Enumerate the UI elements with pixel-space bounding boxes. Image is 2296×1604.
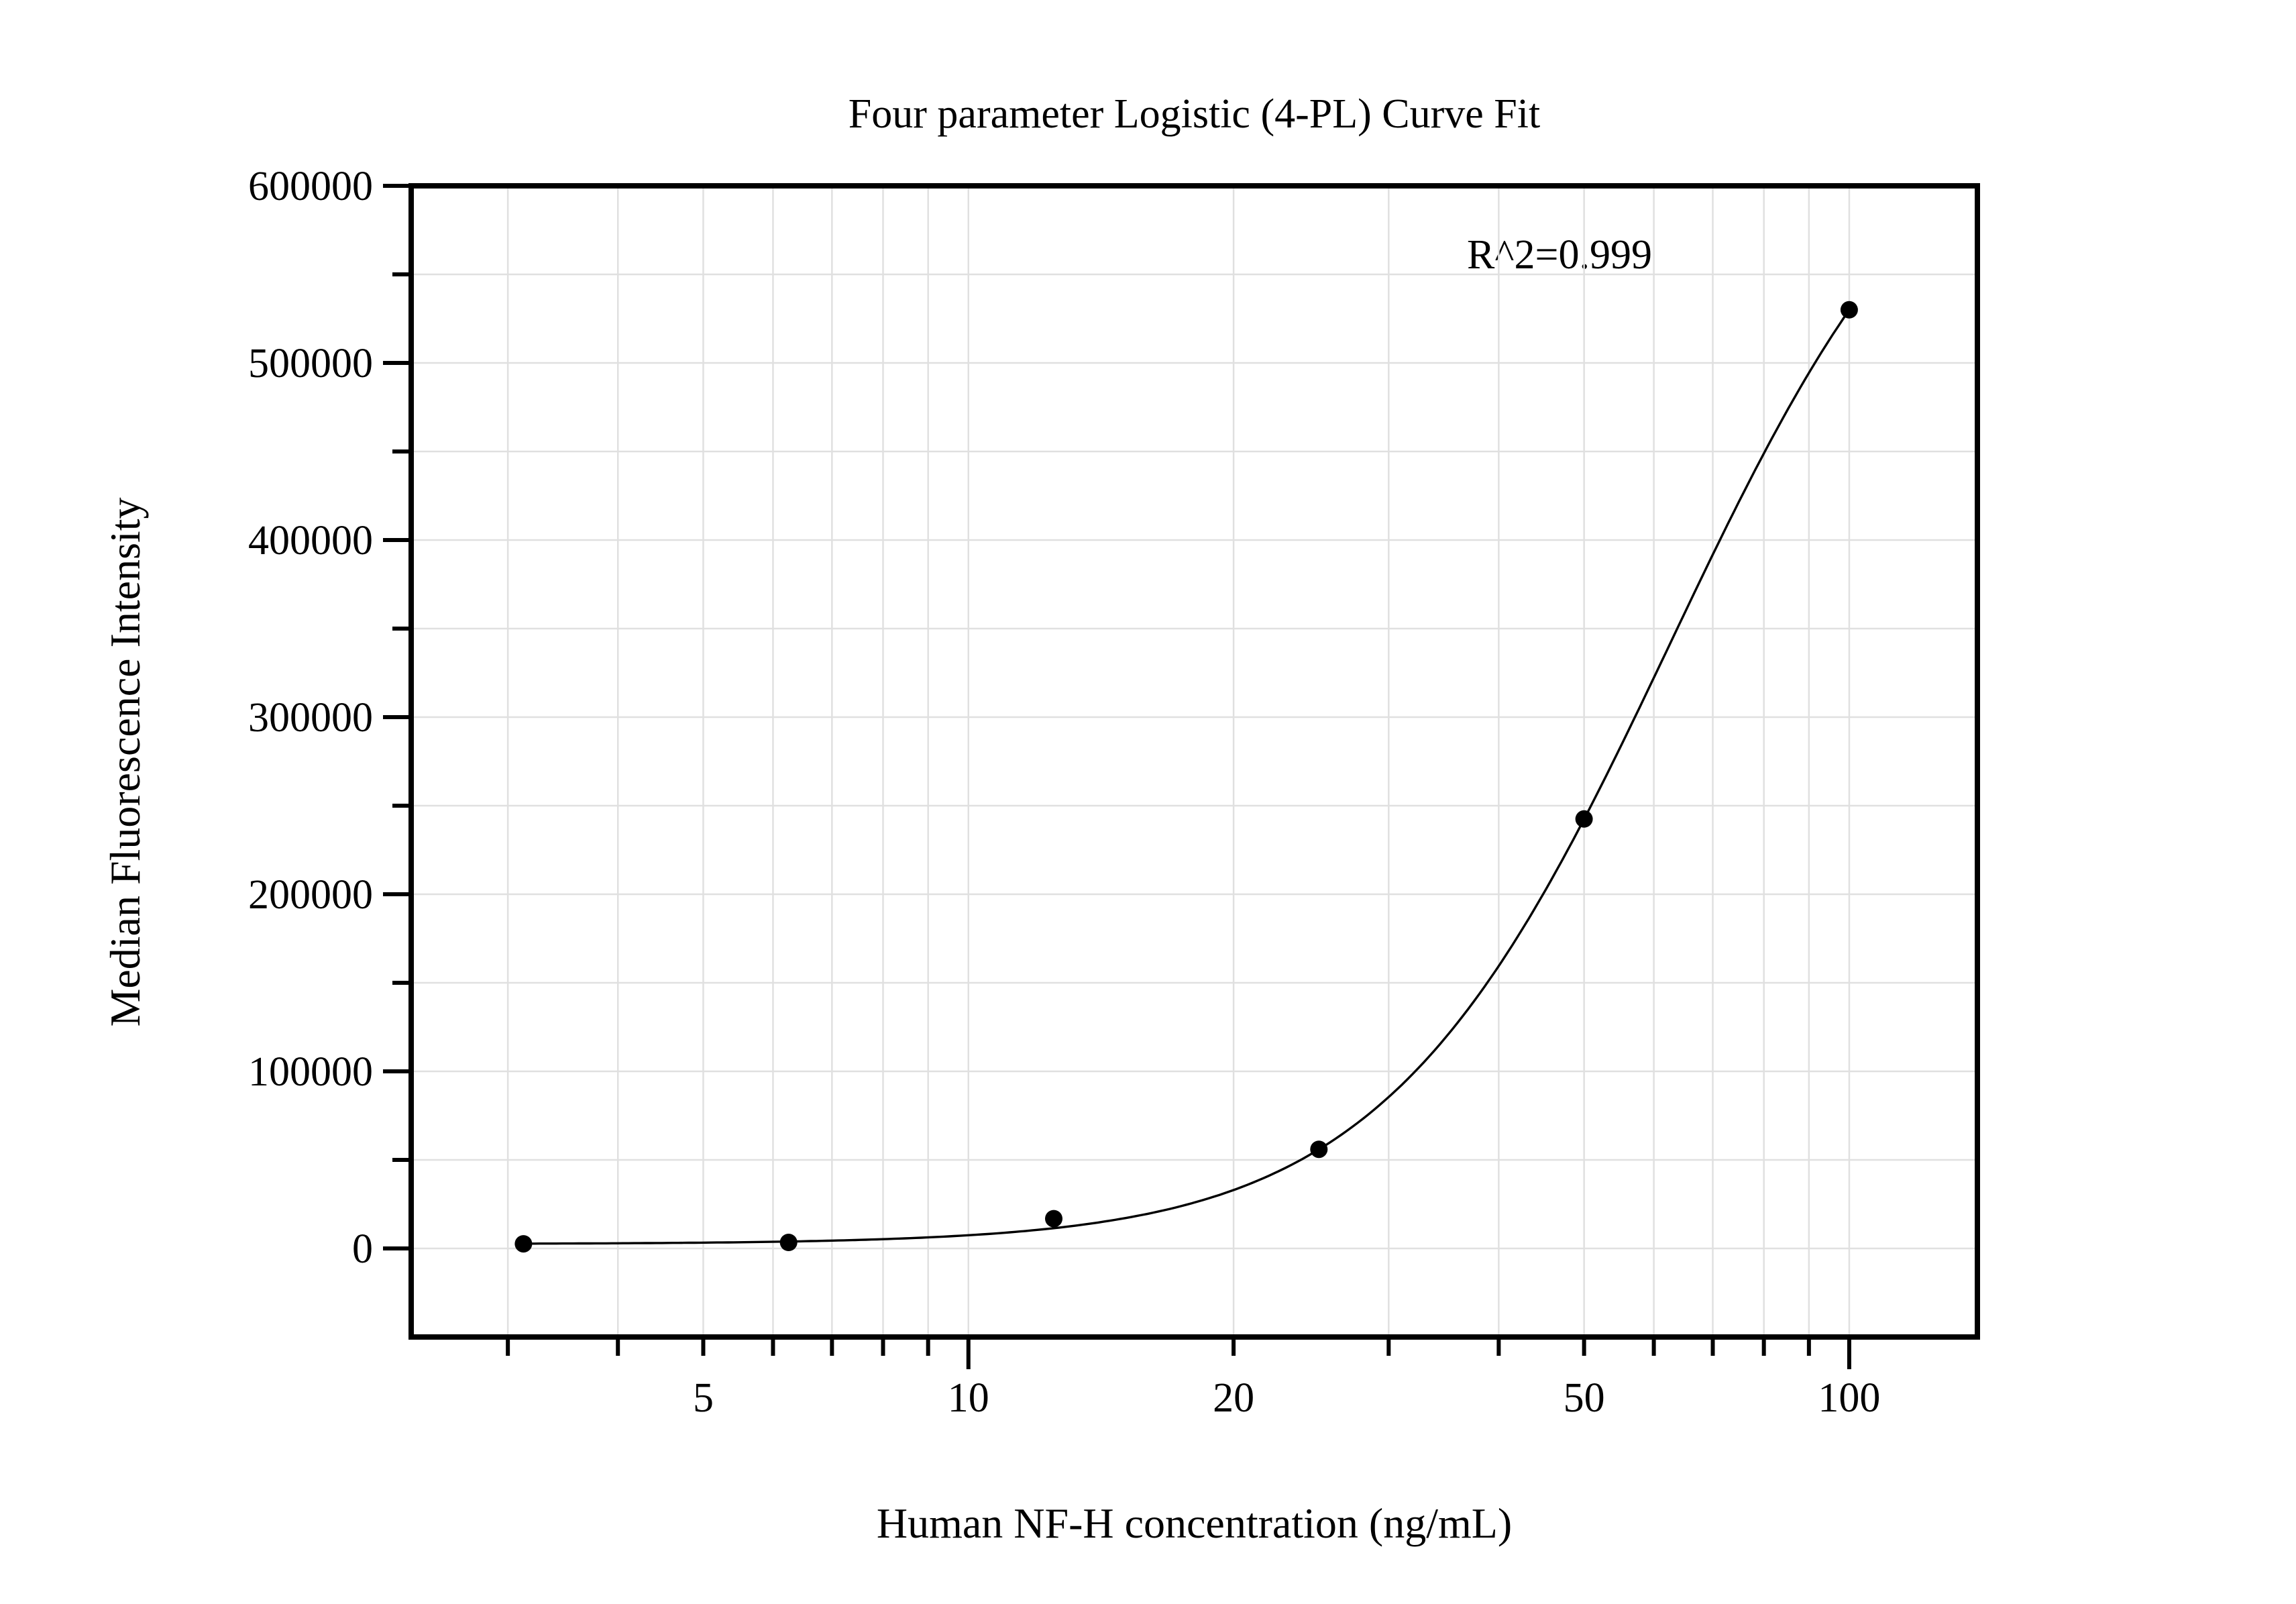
data-point xyxy=(1310,1140,1328,1159)
y-tick-label: 400000 xyxy=(248,518,373,564)
x-tick-label: 50 xyxy=(1564,1375,1605,1421)
axis-ticks xyxy=(383,184,1851,1369)
chart-title: Four parameter Logistic (4-PL) Curve Fit xyxy=(848,91,1541,137)
x-tick-label: 100 xyxy=(1818,1375,1880,1421)
y-tick-label: 200000 xyxy=(248,872,373,918)
data-point xyxy=(514,1235,533,1253)
y-tick-label: 600000 xyxy=(248,164,373,209)
x-tick-label: 5 xyxy=(693,1375,714,1421)
data-point xyxy=(1575,810,1593,828)
y-tick-label: 0 xyxy=(352,1226,373,1272)
x-tick-label: 20 xyxy=(1213,1375,1254,1421)
y-tick-label: 100000 xyxy=(248,1049,373,1095)
data-points xyxy=(514,301,1858,1253)
data-point xyxy=(1840,301,1858,319)
tick-labels: 5 10 20 50 100 0 100000 200000 300000 400000 50000… xyxy=(248,164,1880,1421)
x-axis-label: Human NF-H concentration (ng/mL) xyxy=(876,1499,1513,1547)
data-point xyxy=(779,1234,798,1251)
x-tick-label: 10 xyxy=(948,1375,989,1421)
data-point xyxy=(1045,1210,1062,1228)
plot-frame xyxy=(408,183,1980,1340)
gridlines xyxy=(411,184,1977,1337)
fit-curve xyxy=(523,309,1851,1245)
r-squared-annotation: R^2=0.999 xyxy=(1467,232,1652,278)
y-tick-label: 300000 xyxy=(248,695,373,741)
y-tick-label: 500000 xyxy=(248,341,373,386)
